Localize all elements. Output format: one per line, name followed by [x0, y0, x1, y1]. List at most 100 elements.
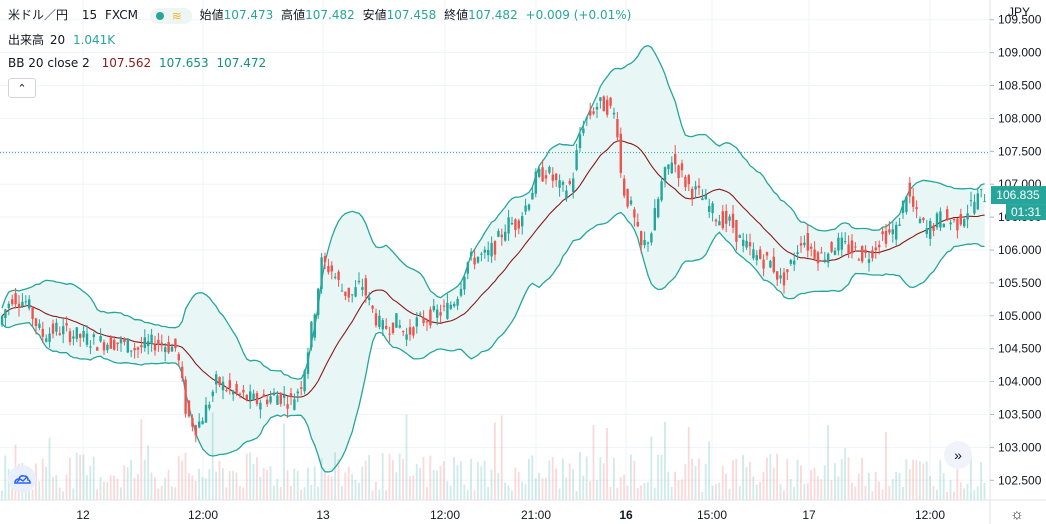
candle-body[interactable]: [983, 201, 986, 203]
candle-body[interactable]: [466, 262, 469, 274]
candle-body[interactable]: [572, 178, 575, 193]
candle-body[interactable]: [456, 298, 459, 306]
candle-body[interactable]: [901, 200, 905, 213]
candle-body[interactable]: [65, 323, 68, 326]
candle-body[interactable]: [300, 387, 303, 389]
candle-body[interactable]: [701, 198, 704, 201]
candle-body[interactable]: [786, 269, 789, 273]
candle-body[interactable]: [527, 204, 531, 210]
candle-body[interactable]: [646, 242, 650, 244]
candle-body[interactable]: [215, 374, 218, 385]
candle-body[interactable]: [697, 185, 701, 188]
candle-body[interactable]: [779, 275, 782, 279]
candle-body[interactable]: [470, 251, 473, 257]
candle-body[interactable]: [123, 339, 126, 343]
candle-body[interactable]: [765, 252, 769, 256]
candle-body[interactable]: [891, 229, 894, 235]
candle-body[interactable]: [507, 217, 510, 234]
candle-body[interactable]: [252, 393, 255, 401]
candle-body[interactable]: [867, 259, 871, 263]
candle-body[interactable]: [245, 394, 248, 401]
candle-body[interactable]: [45, 338, 48, 342]
candle-body[interactable]: [714, 219, 718, 222]
candle-body[interactable]: [194, 425, 197, 436]
volume-legend[interactable]: 出来高 20 1.041K: [8, 31, 119, 48]
candle-body[interactable]: [181, 366, 184, 379]
candle-body[interactable]: [725, 211, 728, 224]
candle-body[interactable]: [402, 331, 405, 333]
candle-body[interactable]: [684, 176, 687, 188]
candle-body[interactable]: [143, 337, 146, 348]
candle-body[interactable]: [364, 278, 367, 296]
scroll-to-realtime-button[interactable]: »: [944, 441, 972, 469]
candle-body[interactable]: [497, 230, 500, 237]
candle-body[interactable]: [963, 219, 966, 227]
candle-body[interactable]: [62, 326, 65, 335]
candle-body[interactable]: [728, 216, 731, 221]
candle-body[interactable]: [619, 133, 622, 173]
candle-body[interactable]: [337, 271, 340, 280]
candle-body[interactable]: [680, 163, 684, 171]
candle-body[interactable]: [772, 256, 775, 273]
candle-body[interactable]: [269, 396, 272, 403]
candle-body[interactable]: [704, 195, 707, 200]
candle-body[interactable]: [473, 257, 476, 265]
candle-body[interactable]: [660, 181, 663, 201]
candle-body[interactable]: [854, 246, 857, 248]
candle-body[interactable]: [755, 255, 758, 261]
candle-body[interactable]: [235, 383, 238, 393]
candle-body[interactable]: [956, 218, 959, 231]
candle-body[interactable]: [201, 420, 204, 425]
candle-body[interactable]: [510, 223, 514, 225]
candle-body[interactable]: [102, 342, 106, 351]
candle-body[interactable]: [351, 294, 354, 296]
candle-body[interactable]: [170, 346, 174, 352]
candle-body[interactable]: [616, 119, 619, 138]
candle-body[interactable]: [708, 205, 711, 213]
candle-body[interactable]: [670, 162, 673, 173]
candle-body[interactable]: [949, 222, 952, 225]
candle-body[interactable]: [640, 231, 643, 246]
candle-body[interactable]: [75, 327, 78, 339]
candle-body[interactable]: [391, 322, 395, 334]
candle-body[interactable]: [109, 336, 112, 349]
candle-body[interactable]: [742, 239, 745, 246]
candle-body[interactable]: [41, 328, 44, 337]
candle-body[interactable]: [969, 200, 973, 202]
candle-body[interactable]: [164, 347, 167, 353]
candle-body[interactable]: [34, 318, 38, 327]
candle-body[interactable]: [96, 347, 99, 351]
candle-body[interactable]: [249, 391, 252, 401]
candle-body[interactable]: [371, 305, 374, 309]
candle-body[interactable]: [116, 342, 119, 345]
candle-body[interactable]: [487, 249, 490, 256]
candle-body[interactable]: [721, 211, 724, 229]
candle-body[interactable]: [225, 389, 228, 391]
candle-body[interactable]: [582, 128, 585, 134]
candle-body[interactable]: [412, 327, 415, 336]
candle-body[interactable]: [395, 313, 398, 328]
candle-body[interactable]: [837, 237, 840, 251]
candle-body[interactable]: [769, 260, 772, 268]
candle-body[interactable]: [738, 235, 741, 238]
candle-body[interactable]: [847, 244, 850, 254]
candle-body[interactable]: [959, 213, 962, 225]
candle-body[interactable]: [857, 259, 860, 261]
candle-body[interactable]: [4, 309, 7, 319]
candle-body[interactable]: [136, 347, 140, 350]
candle-body[interactable]: [799, 243, 803, 246]
candle-body[interactable]: [500, 234, 503, 238]
candle-body[interactable]: [72, 336, 75, 339]
candle-body[interactable]: [24, 301, 27, 303]
candle-body[interactable]: [626, 188, 629, 207]
candle-body[interactable]: [504, 231, 507, 241]
candle-body[interactable]: [551, 174, 554, 181]
candle-body[interactable]: [521, 216, 524, 227]
candle-body[interactable]: [347, 287, 350, 298]
candle-body[interactable]: [844, 241, 847, 243]
candle-body[interactable]: [561, 181, 565, 185]
candle-body[interactable]: [531, 192, 534, 200]
candle-body[interactable]: [310, 321, 313, 348]
candle-body[interactable]: [463, 276, 466, 290]
